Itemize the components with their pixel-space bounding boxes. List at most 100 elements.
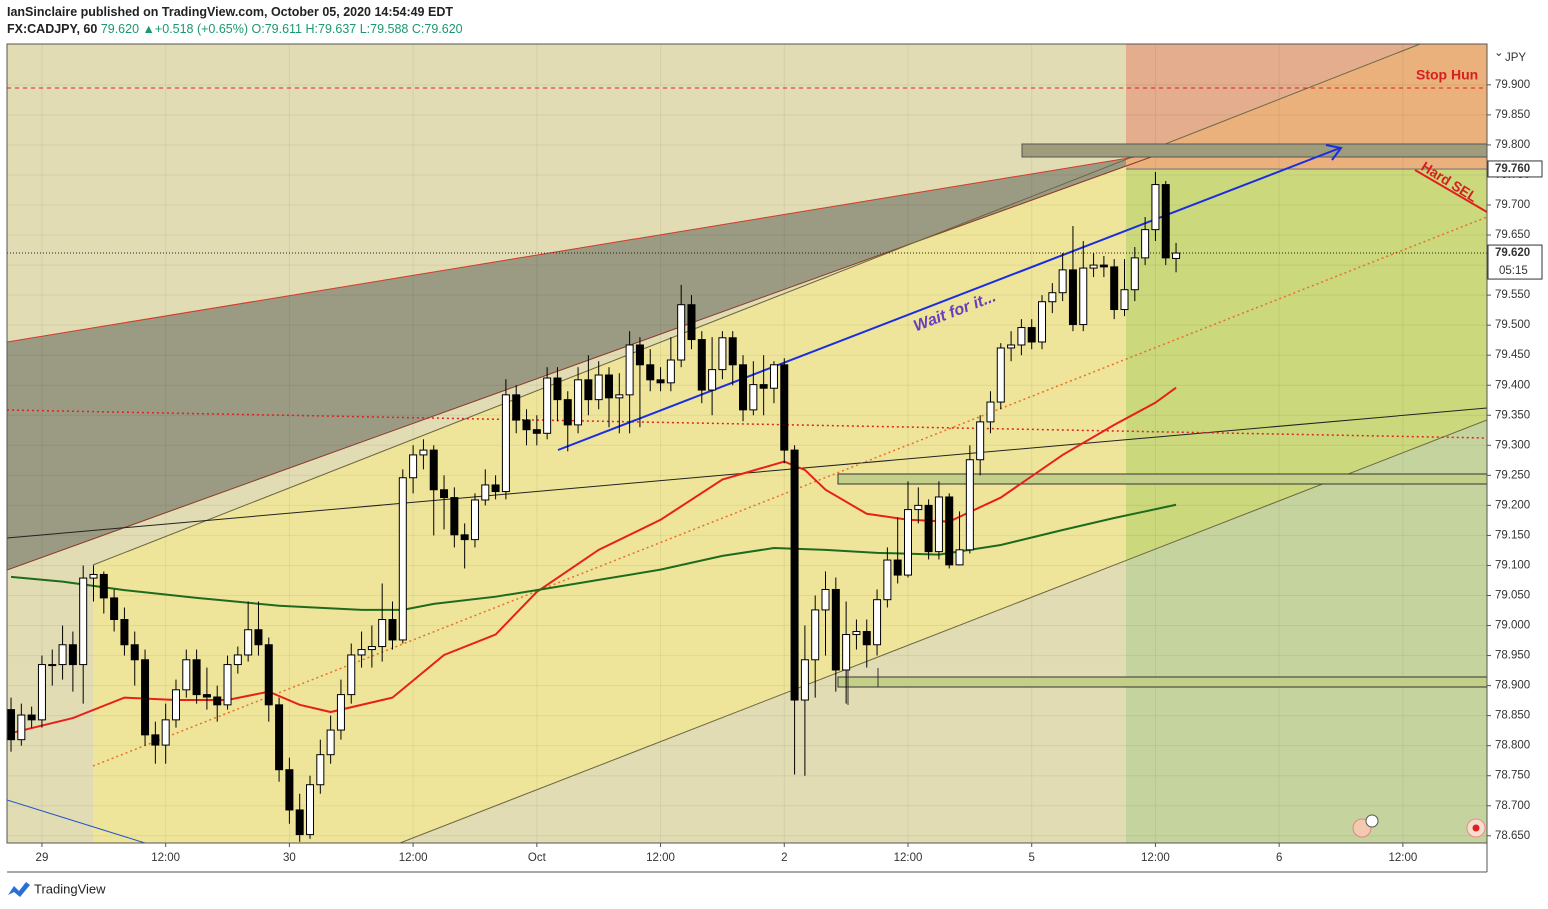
sell-line [1414,169,1487,213]
candle-body [965,459,974,551]
currency: JPY [1505,52,1526,64]
last-price-label: 79.620 [1495,247,1530,259]
logo: TradingView [8,881,106,897]
candle-body [749,384,758,411]
candle-body [295,809,304,836]
candle-body [945,496,954,566]
ohlc: C:79.620 [412,22,463,36]
y-tick-label: 79.050 [1495,590,1530,602]
candle-body [17,714,26,741]
candle-body [635,344,644,366]
candle-body [68,644,77,666]
x-tick-label: 12:00 [646,852,675,864]
candle-body [409,454,418,479]
candle-body [120,619,129,646]
candle-body [718,337,727,371]
candle-body [357,649,366,656]
candle-body [419,449,428,456]
y-tick-label: 79.700 [1495,199,1530,211]
y-tick-label: 78.700 [1495,800,1530,812]
candle-body [1151,184,1160,231]
resistance-box [1021,143,1487,158]
candle-body [790,449,799,701]
candle-body [1161,184,1170,259]
candle-body [316,754,325,786]
header-bg [0,0,1548,44]
candle-body [275,704,284,771]
header-quote: FX:CADJPY, 60 79.620 ▲+0.518 (+0.65%) O:… [7,22,463,36]
candle-body [347,654,356,696]
candle-body [58,644,67,666]
candle-body [336,694,345,731]
channel-zone [93,44,1420,843]
candle-body [625,344,634,396]
candle-body [1110,266,1119,311]
x-tick-label: 12:00 [1388,852,1417,864]
moving-average [10,386,1177,735]
candle-body [481,484,490,501]
candle-body [1058,269,1067,294]
candle-body [739,364,748,411]
candle-body [553,377,562,401]
candle-body [264,644,273,706]
candle-body [213,696,222,706]
y-tick-label: 79.450 [1495,349,1530,361]
candle-body [398,477,407,641]
candle-body [244,629,253,656]
y-tick-label: 79.150 [1495,529,1530,541]
ohlc: O:79.611 [252,22,303,36]
x-tick-label: 6 [1276,852,1282,864]
candle-body [1027,327,1036,343]
candle-body [708,369,717,391]
candle-body [976,421,985,461]
support-box [837,676,1487,688]
candle-body [986,401,995,423]
candle-body [202,694,211,698]
candle-body [563,399,572,426]
drawings [7,44,1487,843]
event-dot [1472,824,1480,832]
level-price-box [1487,160,1543,178]
candle-body [89,573,98,579]
candle-body [223,664,232,706]
ohlc: L:79.588 [360,22,409,36]
x-tick-label: 30 [283,852,296,864]
arrow-head [1325,144,1343,161]
y-tick-label: 79.800 [1495,139,1530,151]
candle-body [842,634,851,671]
candle-body [1017,327,1026,346]
candle-body [605,374,614,399]
candle-body [501,394,510,493]
candle-body [934,496,943,553]
logo-icon [8,882,30,897]
arrow: ▲ [143,22,155,36]
candle-body [780,364,789,451]
wedge-top-line [7,151,1166,343]
candle-body [666,359,675,384]
moving-average [10,503,1177,611]
last: 79.620 [101,22,139,36]
axes: 78.650 78.700 78.750 78.800 78.850 78.900 78.9… [36,79,1543,864]
x-axis-bg [0,843,1548,909]
candle-body [584,379,593,401]
x-tick-label: 29 [36,852,49,864]
candle-body [996,347,1005,403]
candle-body [769,364,778,389]
y-axis-bg [1488,0,1548,909]
channel-bottom-line [399,419,1487,843]
candle-body [1172,252,1181,259]
y-tick-label: 79.100 [1495,559,1530,571]
candle-body [873,599,882,646]
candle-body [37,664,46,721]
y-tick-label: 79.000 [1495,620,1530,632]
candle-body [99,573,108,599]
candle-body [326,729,335,756]
y-tick-label: 78.800 [1495,740,1530,752]
candle-body [388,619,397,641]
header-line: IanSinclaire published on TradingView.co… [7,5,453,19]
candle-body [1048,292,1057,303]
channel-top-line [92,44,1421,566]
x-tick-label: 5 [1029,852,1035,864]
candle-body [615,394,624,399]
level-price-label: 79.760 [1495,163,1530,175]
